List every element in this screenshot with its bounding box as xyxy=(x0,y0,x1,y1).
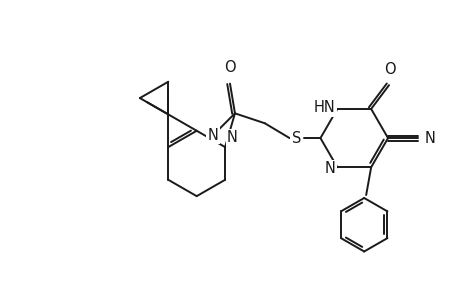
Text: N: N xyxy=(207,128,218,142)
Text: O: O xyxy=(224,60,235,75)
Text: N: N xyxy=(424,130,435,146)
Text: N: N xyxy=(324,161,335,176)
Text: N: N xyxy=(227,130,237,145)
Text: O: O xyxy=(383,62,395,77)
Text: HN: HN xyxy=(313,100,335,116)
Text: S: S xyxy=(291,130,301,146)
